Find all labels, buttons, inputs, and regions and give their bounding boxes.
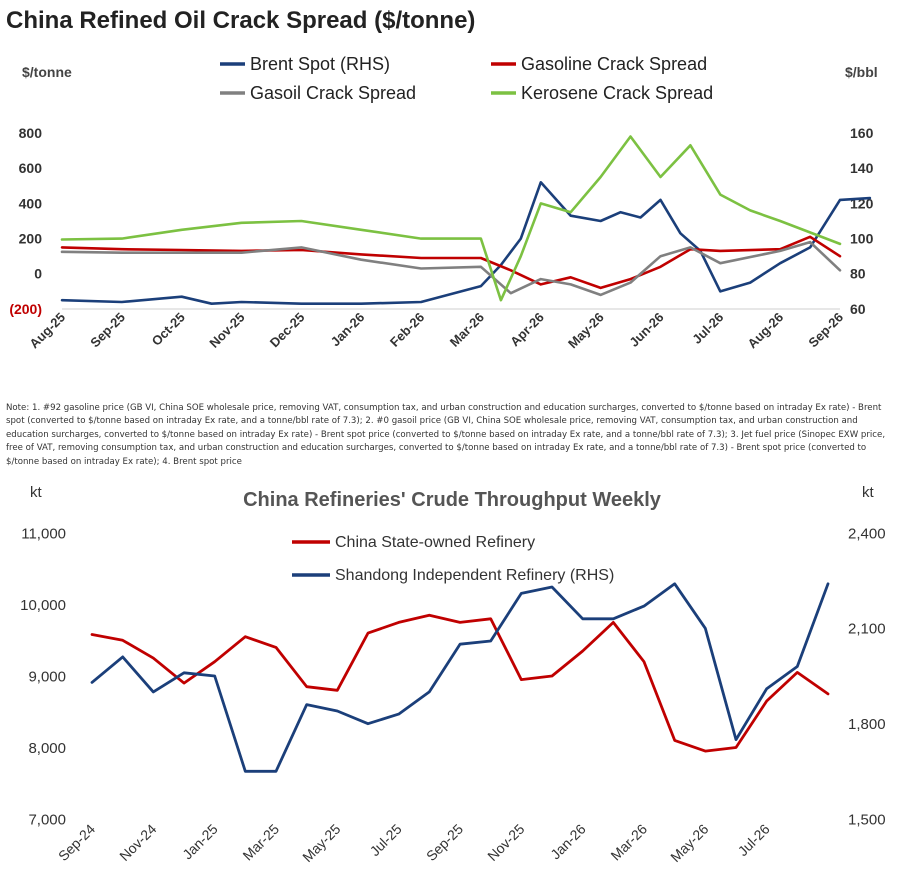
x-tick-label: May-26 [565, 310, 607, 352]
series-line-gasoil-crack-spread [60, 240, 842, 297]
chart1-y2-axis-label: $/bbl [845, 64, 878, 80]
x-tick-label: Nov-24 [116, 821, 159, 864]
series-line-kerosene-crack-spread [60, 135, 842, 302]
legend-label-china-soe: China State-owned Refinery [335, 534, 535, 551]
y2-tick-label: 2,400 [848, 525, 886, 542]
x-tick-label: Jul-25 [367, 821, 405, 859]
chart1-title: China Refined Oil Crack Spread ($/tonne) [6, 7, 475, 34]
x-tick-label: Apr-26 [507, 310, 547, 350]
legend-label-gasoline: Gasoline Crack Spread [521, 54, 707, 74]
x-tick-label: Jun-26 [626, 310, 666, 350]
y-tick-label: 10,000 [20, 597, 66, 614]
chart1-series [60, 135, 872, 305]
chart2-y2-axis-label: kt [862, 484, 875, 501]
series-line-gasoline-crack-spread [60, 235, 842, 290]
legend-label-shandong: Shandong Independent Refinery (RHS) [335, 567, 614, 584]
x-tick-label: Sep-25 [87, 310, 128, 351]
x-tick-label: Jan-26 [547, 821, 589, 863]
chart2-y2-ticks: 2,400 2,100 1,800 1,500 [848, 525, 886, 828]
x-tick-label: Jan-26 [328, 310, 368, 350]
x-tick-label: May-26 [667, 821, 711, 865]
legend-label-gasoil: Gasoil Crack Spread [250, 83, 416, 103]
x-tick-label: Jul-26 [689, 310, 726, 347]
x-tick-label: Mar-26 [447, 310, 487, 350]
chart2-series [90, 582, 830, 773]
y2-tick-label: 140 [850, 160, 874, 176]
chart1-x-ticks: Aug-25 Sep-25 Oct-25 Nov-25 Dec-25 Jan-26 Feb-… [26, 310, 846, 352]
y2-tick-label: 60 [850, 301, 866, 317]
y2-tick-label: 1,800 [848, 716, 886, 733]
x-tick-label: Jul-26 [735, 821, 773, 859]
crack-spread-chart: China Refined Oil Crack Spread ($/tonne)… [6, 7, 878, 351]
x-tick-label: Dec-25 [267, 310, 308, 351]
x-tick-label: May-25 [299, 821, 343, 865]
y2-tick-label: 2,100 [848, 621, 886, 638]
x-tick-label: Nov-25 [484, 821, 527, 864]
y-tick-label: 11,000 [21, 525, 66, 542]
legend-label-kerosene: Kerosene Crack Spread [521, 83, 713, 103]
x-tick-label: Sep-26 [805, 310, 846, 351]
chart2-x-ticks: Sep-24 Nov-24 Jan-25 Mar-25 May-25 Jul-25 Sep-… [55, 821, 773, 865]
y-tick-label: 7,000 [28, 811, 66, 828]
y2-tick-label: 100 [850, 231, 874, 247]
chart1-y-axis-label: $/tonne [22, 64, 72, 80]
chart1-footnote: Note: 1. #92 gasoline price (GB VI, Chin… [6, 403, 886, 467]
y-tick-label: 0 [34, 266, 42, 282]
y-tick-label: 600 [19, 160, 43, 176]
y-tick-label: 200 [19, 231, 43, 247]
x-tick-label: Jan-25 [179, 821, 221, 863]
legend-label-brent: Brent Spot (RHS) [250, 54, 390, 74]
series-line-shandong-independent-refinery-rhs [90, 582, 830, 773]
chart1-legend: Brent Spot (RHS) Gasoline Crack Spread G… [220, 54, 713, 103]
y2-tick-label: 1,500 [848, 811, 886, 828]
x-tick-label: Sep-25 [423, 821, 466, 864]
y-tick-label: 9,000 [28, 668, 66, 685]
y-tick-label: 8,000 [28, 740, 66, 757]
y2-tick-label: 80 [850, 266, 866, 282]
series-line-china-state-owned-refinery [90, 613, 830, 753]
y-tick-label: 400 [19, 195, 43, 211]
x-tick-label: Oct-25 [149, 310, 188, 349]
series-line-brent-spot-rhs [60, 181, 872, 305]
x-tick-label: Nov-25 [206, 310, 247, 351]
x-tick-label: Aug-26 [745, 310, 787, 352]
chart1-y-ticks: 800 600 400 200 0 (200) [9, 125, 42, 317]
y2-tick-label: 160 [850, 125, 874, 141]
x-tick-label: Feb-26 [387, 310, 427, 350]
x-tick-label: Mar-25 [239, 821, 282, 864]
chart2-y-axis-label: kt [30, 484, 43, 501]
chart2-legend: China State-owned Refinery Shandong Inde… [292, 534, 614, 584]
y-tick-label: 800 [19, 125, 43, 141]
chart2-title: China Refineries' Crude Throughput Weekl… [243, 489, 662, 511]
y-tick-label: (200) [9, 301, 42, 317]
x-tick-label: Mar-26 [607, 821, 650, 864]
throughput-chart: China Refineries' Crude Throughput Weekl… [20, 484, 885, 865]
chart2-y-ticks: 11,000 10,000 9,000 8,000 7,000 [20, 525, 66, 828]
